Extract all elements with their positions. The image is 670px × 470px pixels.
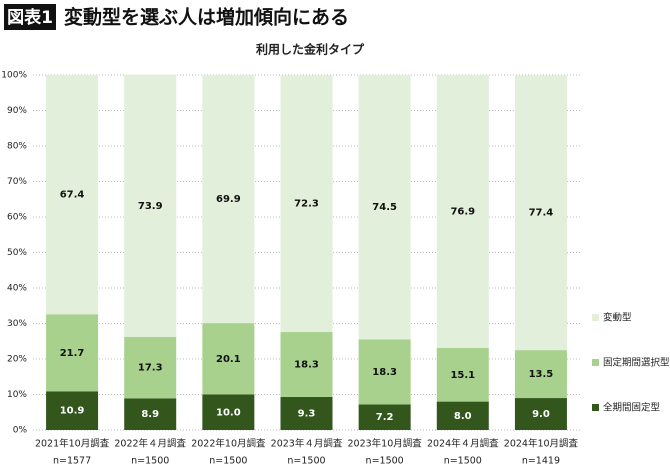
y-tick-label: 30% xyxy=(7,319,27,329)
chart-title: 変動型を選ぶ人は増加傾向にある xyxy=(64,6,349,29)
value-label: 67.4 xyxy=(60,190,85,201)
y-tick-label: 10% xyxy=(7,390,27,400)
x-tick-note: n=1500 xyxy=(366,456,404,467)
bar-segment xyxy=(124,74,177,337)
x-tick-note: n=1577 xyxy=(53,456,91,467)
legend-swatch xyxy=(592,314,599,321)
x-tick-label: 2021年10月調査 xyxy=(35,438,110,450)
bar-segment xyxy=(280,396,333,430)
y-tick-label: 40% xyxy=(7,284,27,294)
value-label: 8.9 xyxy=(141,409,159,420)
x-tick-label: 2024年４月調査 xyxy=(427,438,499,450)
chart-subtitle: 利用した金利タイプ xyxy=(256,42,365,57)
x-tick-label: 2022年10月調査 xyxy=(191,438,266,450)
value-label: 8.0 xyxy=(454,411,472,422)
x-tick-note: n=1500 xyxy=(287,456,325,467)
x-tick-note: n=1500 xyxy=(131,456,169,467)
value-label: 74.5 xyxy=(372,202,397,213)
legend-label: 固定期間選択型 xyxy=(603,357,670,369)
value-label: 9.0 xyxy=(532,409,550,420)
x-tick-note: n=1500 xyxy=(444,456,482,467)
y-tick-label: 0% xyxy=(13,426,28,436)
bar-segment xyxy=(280,75,333,333)
bar-segment xyxy=(202,75,255,324)
value-label: 18.3 xyxy=(372,367,397,378)
x-tick-note: n=1419 xyxy=(522,456,560,467)
value-label: 73.9 xyxy=(138,201,163,212)
value-label: 72.3 xyxy=(294,199,319,210)
bar-segment xyxy=(202,323,255,395)
value-label: 9.3 xyxy=(298,408,316,419)
bar-segment xyxy=(280,332,333,397)
value-label: 15.1 xyxy=(450,370,475,381)
x-tick-label: 2023年10月調査 xyxy=(348,438,423,450)
bar-segment xyxy=(436,347,489,402)
bar-segment xyxy=(514,350,567,399)
bar-segment xyxy=(46,391,99,430)
legend-swatch xyxy=(592,404,599,411)
bar-segment xyxy=(46,75,99,315)
bar-segment xyxy=(46,314,99,392)
y-tick-label: 50% xyxy=(7,248,27,258)
legend-label: 全期間固定型 xyxy=(603,402,661,414)
bar-segment xyxy=(202,394,255,430)
value-label: 76.9 xyxy=(450,206,475,217)
value-label: 13.5 xyxy=(529,369,554,380)
value-label: 17.3 xyxy=(138,363,163,374)
value-label: 10.0 xyxy=(216,407,241,418)
y-tick-label: 20% xyxy=(7,355,27,365)
x-tick-label: 2022年４月調査 xyxy=(114,438,186,450)
y-tick-label: 100% xyxy=(1,71,27,81)
bar-segment xyxy=(514,398,567,430)
x-tick-label: 2024年10月調査 xyxy=(504,438,579,450)
value-label: 21.7 xyxy=(60,348,85,359)
y-tick-label: 70% xyxy=(7,177,27,187)
title-tag: 図表1 xyxy=(7,7,53,28)
value-label: 10.9 xyxy=(60,406,85,417)
bar-segment xyxy=(436,401,489,430)
bar-segment xyxy=(436,75,489,348)
title-tag-box xyxy=(4,4,56,30)
bar-segment xyxy=(358,404,411,430)
x-tick-label: 2023年４月調査 xyxy=(271,438,343,450)
legend-swatch xyxy=(592,359,599,366)
y-tick-label: 80% xyxy=(7,142,27,152)
bar-segment xyxy=(124,398,177,430)
y-tick-label: 90% xyxy=(7,106,27,116)
bar-segment xyxy=(358,339,411,405)
value-label: 7.2 xyxy=(376,412,394,423)
value-label: 69.9 xyxy=(216,194,241,205)
legend-label: 変動型 xyxy=(603,312,632,324)
x-tick-note: n=1500 xyxy=(209,456,247,467)
bar-segment xyxy=(514,75,567,351)
bar-segment xyxy=(358,75,411,340)
bar-segment xyxy=(124,336,177,399)
value-label: 77.4 xyxy=(529,208,554,219)
value-label: 18.3 xyxy=(294,360,319,371)
y-tick-label: 60% xyxy=(7,213,27,223)
value-label: 20.1 xyxy=(216,354,241,365)
